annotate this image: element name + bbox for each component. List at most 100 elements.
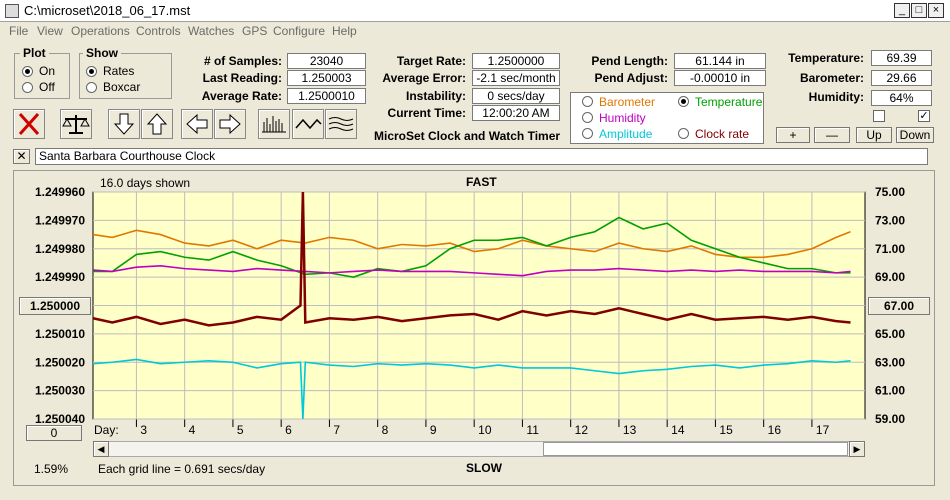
menu-bar (0, 22, 950, 42)
show-rates-radio[interactable] (86, 66, 97, 77)
arrow-up-icon (146, 113, 168, 135)
stop-button[interactable] (13, 109, 45, 139)
show-group-label: Show (83, 46, 121, 60)
menu-file[interactable]: File (9, 24, 29, 38)
right-tick-label: 61.00 (875, 384, 905, 398)
humidity-label: Humidity: (808, 90, 864, 104)
clock-rate-radio[interactable] (678, 128, 689, 139)
checkbox-right[interactable]: ✓ (918, 110, 930, 122)
close-button[interactable]: × (928, 3, 944, 18)
slow-label: SLOW (466, 461, 502, 475)
right-tick-label: 59.00 (875, 412, 905, 426)
average-error-field: -2.1 sec/month (472, 70, 560, 86)
barometer-radio[interactable] (582, 96, 593, 107)
arrow-left-icon (186, 113, 208, 135)
day-tick-label: 7 (333, 423, 340, 437)
grid-note: Each grid line = 0.691 secs/day (98, 462, 266, 476)
day-tick-label: 17 (816, 423, 830, 437)
barometer-field: 29.66 (871, 70, 932, 86)
menu-gps[interactable]: GPS (242, 24, 268, 38)
menu-help[interactable]: Help (332, 24, 357, 38)
days-shown: 16.0 days shown (100, 176, 191, 190)
right-tick-label: 71.00 (875, 242, 905, 256)
humidity-option: Humidity (599, 111, 646, 125)
clock-name-field[interactable]: Santa Barbara Courthouse Clock (35, 148, 928, 165)
temperature-radio[interactable] (678, 96, 689, 107)
percent-readout: 1.59% (34, 462, 69, 476)
menu-controls[interactable]: Controls (136, 24, 181, 38)
pend-length-label: Pend Length: (591, 54, 668, 68)
balance-icon (62, 115, 90, 134)
app-caption: MicroSet Clock and Watch Timer (374, 129, 561, 143)
amplitude-option: Amplitude (599, 127, 653, 141)
center-rate-button[interactable]: 1.250000 (19, 297, 91, 315)
last-reading-label: Last Reading: (202, 71, 282, 85)
series-humidity (92, 264, 851, 277)
arrow-down-button[interactable] (108, 109, 140, 139)
minimize-button[interactable]: _ (894, 3, 910, 18)
plot-group-label: Plot (20, 46, 49, 60)
average-rate-field: 1.2500010 (287, 88, 366, 104)
scroll-left-button[interactable]: ◀ (93, 441, 109, 457)
day-tick-label: 14 (671, 423, 685, 437)
series-clock-rate (92, 191, 851, 327)
series-barometer (92, 229, 851, 259)
plus-button[interactable]: + (776, 127, 810, 143)
left-tick-label: 1.250010 (35, 327, 85, 341)
balance-button[interactable] (60, 109, 92, 139)
series-temperature (93, 216, 851, 278)
samples-field: 23040 (287, 53, 366, 69)
checkbox-left[interactable] (873, 110, 885, 122)
scroll-thumb[interactable] (543, 442, 848, 456)
humidity-field: 64% (871, 90, 932, 106)
day-tick-label: 3 (140, 423, 147, 437)
maximize-button[interactable]: □ (911, 3, 927, 18)
menu-operations[interactable]: Operations (71, 24, 130, 38)
day-tick-label: 10 (478, 423, 492, 437)
clear-name-button[interactable]: ✕ (13, 149, 30, 164)
day-tick-label: 13 (623, 423, 637, 437)
humidity-radio[interactable] (582, 112, 593, 123)
temperature-option: Temperature (695, 95, 763, 109)
pend-adjust-label: Pend Adjust: (594, 71, 668, 85)
down-button[interactable]: Down (896, 127, 934, 143)
app-icon (5, 4, 19, 18)
plot-off-radio[interactable] (22, 82, 33, 93)
plot-on-radio[interactable] (22, 66, 33, 77)
pend-adjust-field: -0.00010 in (674, 70, 766, 86)
menu-view[interactable]: View (37, 24, 63, 38)
left-tick-label: 1.250030 (35, 384, 85, 398)
center-secondary-button[interactable]: 67.00 (868, 297, 930, 315)
title-bar (0, 0, 950, 22)
bars-icon (262, 116, 286, 133)
zero-button[interactable]: 0 (26, 425, 82, 441)
day-tick-label: 12 (575, 423, 589, 437)
chart-frame (13, 170, 935, 486)
menu-configure[interactable]: Configure (273, 24, 326, 38)
multi-line-view-button[interactable] (325, 109, 357, 139)
scroll-right-button[interactable]: ▶ (849, 441, 865, 457)
up-button[interactable]: Up (856, 127, 892, 143)
instability-field: 0 secs/day (472, 88, 560, 104)
line-view-button[interactable] (292, 109, 324, 139)
arrow-up-button[interactable] (141, 109, 173, 139)
right-tick-label: 73.00 (875, 213, 905, 227)
menu-watches[interactable]: Watches (188, 24, 235, 38)
arrow-right-button[interactable] (214, 109, 246, 139)
bars-view-button[interactable] (258, 109, 290, 139)
samples-label: # of Samples: (203, 54, 282, 68)
day-tick-label: 11 (526, 423, 539, 437)
x-icon (18, 112, 40, 136)
multi-wave-icon (328, 117, 354, 131)
minus-button[interactable]: — (814, 127, 850, 143)
show-boxcar-radio[interactable] (86, 82, 97, 93)
window-title: C:\microset\2018_06_17.mst (24, 3, 191, 18)
amplitude-radio[interactable] (582, 128, 593, 139)
arrow-left-button[interactable] (181, 109, 213, 139)
right-tick-label: 69.00 (875, 270, 905, 284)
right-tick-label: 63.00 (875, 355, 905, 369)
temperature-label: Temperature: (788, 51, 864, 65)
left-tick-label: 1.249970 (35, 213, 85, 227)
fast-label: FAST (466, 175, 497, 189)
